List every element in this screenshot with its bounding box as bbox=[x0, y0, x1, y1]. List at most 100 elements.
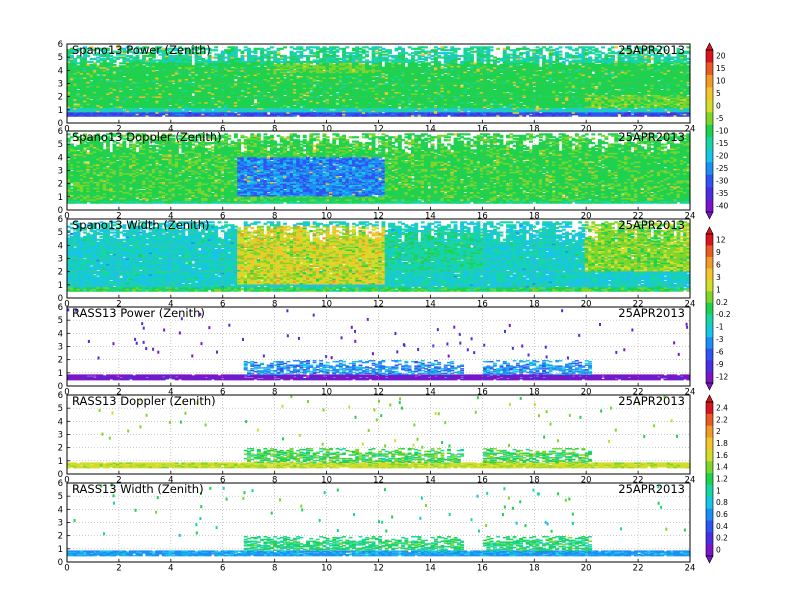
heatmap-cell bbox=[227, 68, 232, 71]
heatmap-cell bbox=[112, 68, 117, 71]
heatmap-cell bbox=[184, 60, 189, 63]
heatmap-cell bbox=[194, 66, 199, 69]
heatmap-cell bbox=[371, 101, 376, 104]
heatmap-cell bbox=[210, 49, 215, 52]
heatmap-cell bbox=[119, 111, 124, 114]
heatmap-cell bbox=[378, 102, 383, 106]
heatmap-cell bbox=[345, 113, 350, 116]
heatmap-cell bbox=[283, 73, 287, 77]
heatmap-cell bbox=[342, 71, 347, 74]
heatmap-cell bbox=[174, 113, 179, 116]
heatmap-cell bbox=[204, 105, 209, 109]
heatmap-cell bbox=[329, 92, 333, 95]
heatmap-cell bbox=[181, 94, 186, 97]
heatmap-cell bbox=[269, 72, 274, 75]
heatmap-cell bbox=[417, 84, 422, 87]
heatmap-cell bbox=[158, 91, 163, 94]
heatmap-cell bbox=[315, 62, 320, 65]
heatmap-cell bbox=[397, 85, 402, 88]
heatmap-cell bbox=[174, 97, 179, 100]
heatmap-cell bbox=[132, 97, 137, 100]
heatmap-cell bbox=[171, 114, 176, 117]
heatmap-cell bbox=[119, 47, 124, 50]
heatmap-cell bbox=[125, 55, 130, 58]
heatmap-cell bbox=[296, 56, 301, 59]
heatmap-cell bbox=[312, 101, 317, 104]
heatmap-cell bbox=[92, 86, 97, 90]
heatmap-cell bbox=[417, 71, 422, 74]
heatmap-cell bbox=[109, 71, 114, 74]
heatmap-cell bbox=[397, 86, 402, 90]
heatmap-cell bbox=[414, 104, 419, 107]
heatmap-cell bbox=[371, 111, 376, 114]
heatmap-cell bbox=[371, 98, 376, 101]
heatmap-cell bbox=[73, 50, 78, 53]
heatmap-cell bbox=[338, 84, 343, 87]
heatmap-cell bbox=[96, 107, 101, 110]
heatmap-cell bbox=[161, 65, 166, 68]
heatmap-cell bbox=[388, 100, 392, 103]
heatmap-cell bbox=[224, 73, 228, 77]
heatmap-cell bbox=[99, 91, 104, 94]
heatmap-cell bbox=[388, 50, 392, 53]
heatmap-cell bbox=[122, 102, 127, 106]
heatmap-cell bbox=[106, 79, 110, 82]
heatmap-cell bbox=[171, 79, 176, 82]
heatmap-cell bbox=[230, 113, 235, 116]
heatmap-cell bbox=[171, 59, 176, 62]
heatmap-cell bbox=[345, 73, 350, 77]
heatmap-cell bbox=[365, 68, 369, 71]
heatmap-cell bbox=[381, 68, 386, 71]
heatmap-cell bbox=[99, 75, 104, 78]
heatmap-cell bbox=[256, 100, 261, 103]
heatmap-cell bbox=[361, 86, 366, 90]
heatmap-cell bbox=[338, 97, 343, 100]
heatmap-cell bbox=[253, 68, 258, 71]
heatmap-cell bbox=[289, 69, 294, 72]
heatmap-cell bbox=[217, 71, 222, 74]
heatmap-cell bbox=[96, 56, 101, 59]
heatmap-cell bbox=[286, 101, 291, 104]
heatmap-cell bbox=[168, 62, 173, 65]
heatmap-cell bbox=[329, 71, 333, 74]
heatmap-cell bbox=[250, 60, 255, 63]
heatmap-cell bbox=[178, 63, 183, 66]
heatmap-cell bbox=[171, 85, 176, 88]
heatmap-cell bbox=[253, 110, 258, 113]
heatmap-cell bbox=[273, 82, 278, 85]
heatmap-cell bbox=[417, 47, 422, 50]
heatmap-cell bbox=[319, 65, 324, 68]
heatmap-cell bbox=[289, 46, 294, 49]
heatmap-cell bbox=[112, 95, 117, 98]
heatmap-cell bbox=[256, 98, 261, 101]
heatmap-cell bbox=[384, 59, 389, 62]
heatmap-cell bbox=[79, 104, 84, 107]
heatmap-cell bbox=[309, 113, 314, 116]
heatmap-cell bbox=[171, 57, 176, 61]
heatmap-cell bbox=[96, 100, 101, 103]
heatmap-cell bbox=[401, 85, 406, 88]
heatmap-cell bbox=[283, 114, 287, 117]
heatmap-cell bbox=[132, 82, 137, 85]
heatmap-cell bbox=[109, 105, 114, 109]
heatmap-cell bbox=[142, 46, 146, 49]
heatmap-cell bbox=[220, 101, 225, 104]
heatmap-cell bbox=[289, 92, 294, 95]
heatmap-cell bbox=[155, 92, 160, 95]
heatmap-cell bbox=[188, 91, 192, 94]
heatmap-cell bbox=[397, 66, 402, 69]
heatmap-cell bbox=[299, 60, 304, 63]
heatmap-cell bbox=[138, 66, 143, 69]
heatmap-cell bbox=[247, 78, 251, 81]
heatmap-cell bbox=[276, 84, 281, 87]
heatmap-cell bbox=[178, 79, 183, 82]
heatmap-cell bbox=[184, 101, 189, 104]
heatmap-cell bbox=[266, 57, 271, 61]
heatmap-cell bbox=[201, 75, 206, 78]
heatmap-cell bbox=[269, 66, 274, 69]
heatmap-cell bbox=[243, 84, 248, 87]
heatmap-cell bbox=[184, 82, 189, 85]
heatmap-cell bbox=[351, 62, 356, 65]
heatmap-cell bbox=[407, 94, 412, 97]
heatmap-cell bbox=[388, 76, 392, 79]
